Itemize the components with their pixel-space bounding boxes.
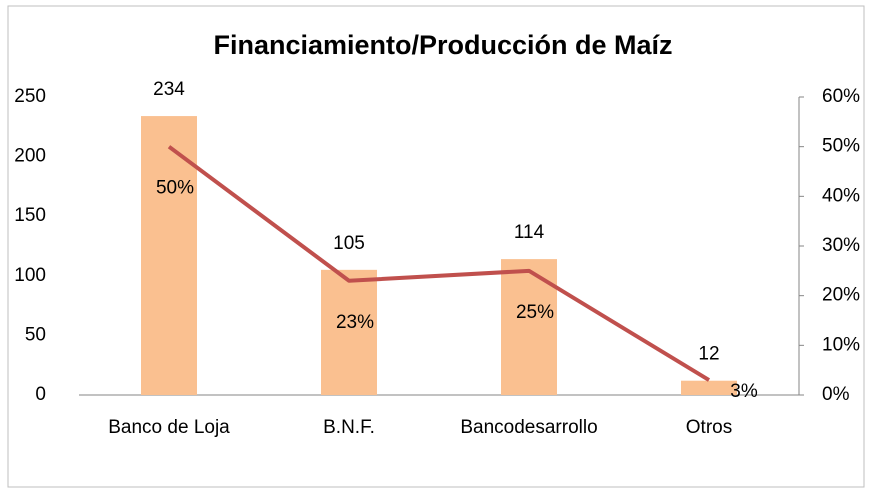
data-label: 23% [336,312,374,333]
bar [681,380,737,395]
y-tick-label: 250 [14,86,46,107]
data-label: 114 [514,222,545,243]
data-label: 234 [153,79,185,100]
y-tick-label: 150 [14,205,46,226]
data-label: 105 [333,233,365,254]
y-tick-label: 50 [25,324,46,345]
y-tick-label: 100 [14,265,46,286]
y-tick-label: 200 [14,146,46,167]
y2-tick-label: 40% [822,185,860,206]
y2-tick-label: 50% [822,136,860,157]
chart-frame [7,5,865,488]
bar [141,116,197,396]
x-tick-label: Bancodesarrollo [460,417,597,438]
y2-tick-label: 0% [822,384,850,405]
x-tick-label: Otros [686,417,732,438]
data-label: 25% [516,302,554,323]
data-label: 50% [156,178,194,199]
y2-tick-label: 10% [822,334,860,355]
chart-title: Financiamiento/Producción de Maíz [213,30,672,60]
bar [321,269,377,395]
data-label: 3% [730,381,758,402]
y-tick-label: 0 [35,384,46,405]
line [167,145,711,382]
x-tick-label: B.N.F. [323,417,375,438]
y2-tick-label: 60% [822,86,860,107]
data-label: 12 [698,344,719,365]
x-tick-label: Banco de Loja [108,417,230,438]
bar [501,259,557,395]
y2-tick-label: 30% [822,235,860,256]
y2-tick-label: 20% [822,285,860,306]
